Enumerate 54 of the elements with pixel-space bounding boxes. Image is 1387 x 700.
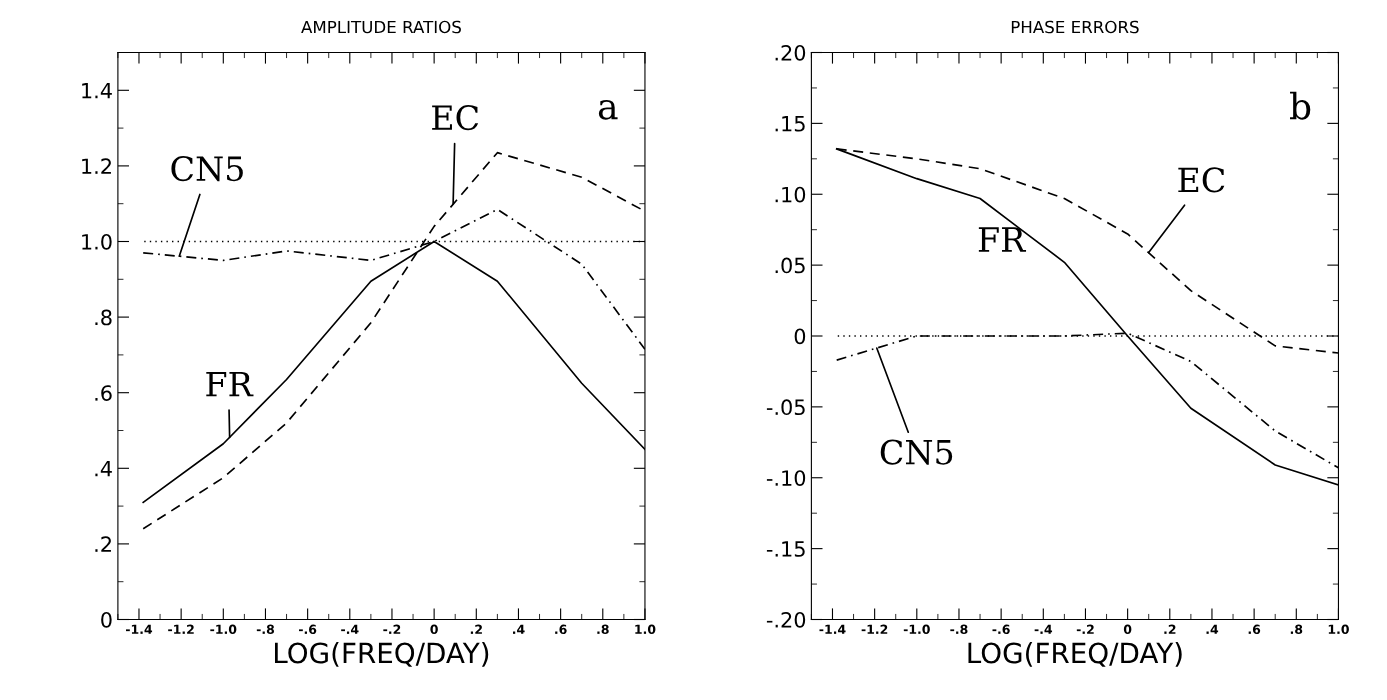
x-tick-label: .2 xyxy=(1164,624,1176,634)
series-label: EC xyxy=(1178,167,1225,193)
x-tick-label: .4 xyxy=(513,624,525,634)
y-tick-label: -.10 xyxy=(766,470,806,486)
x-tick-label: -1.0 xyxy=(903,624,930,635)
x-tick-label: -.4 xyxy=(341,624,359,634)
x-tick-label: -.6 xyxy=(992,624,1010,635)
x-tick-label: -.8 xyxy=(950,624,968,635)
text: CN5 xyxy=(880,439,953,465)
series-label: FR xyxy=(978,227,1027,252)
x-tick-label: 1.0 xyxy=(635,624,656,635)
x-tick-label: -1.0 xyxy=(210,624,237,635)
x-tick-label: -.2 xyxy=(383,624,401,634)
series-label: FR xyxy=(206,371,254,397)
y-tick-label: -.15 xyxy=(766,541,805,557)
y-tick-label: 1.4 xyxy=(82,83,112,99)
annotation: a xyxy=(598,99,618,120)
x-tick-label: -1.4 xyxy=(125,624,153,634)
series-label: EC xyxy=(432,105,479,131)
x-tick-label: .8 xyxy=(1290,624,1303,635)
x-axis-title: LOG(FREQ/DAY) xyxy=(968,642,1182,667)
x-tick-label: .6 xyxy=(1248,624,1261,635)
y-tick-label: -.20 xyxy=(766,611,806,628)
x-axis-title: LOG(FREQ/DAY) xyxy=(275,642,489,667)
x-tick-label: -1.2 xyxy=(168,624,194,634)
y-tick-label: .10 xyxy=(775,186,806,203)
y-tick-label: 1.2 xyxy=(82,158,111,174)
y-tick-label: .8 xyxy=(95,309,112,326)
y-tick-label: .4 xyxy=(95,461,112,477)
x-tick-label: -1.4 xyxy=(819,624,846,634)
y-tick-label: 1.0 xyxy=(82,233,112,250)
x-tick-label: -.8 xyxy=(256,624,275,635)
x-tick-label: -.4 xyxy=(1034,624,1053,634)
chart-title: PHASE ERRORS xyxy=(1011,20,1139,34)
x-tick-label: -1.2 xyxy=(861,624,888,634)
y-tick-label: .20 xyxy=(775,44,806,61)
y-tick-label: .05 xyxy=(775,257,805,274)
y-tick-label: .2 xyxy=(95,536,111,552)
y-tick-label: .6 xyxy=(95,385,112,401)
x-tick-label: -.2 xyxy=(1076,624,1094,634)
x-tick-label: .4 xyxy=(1206,624,1219,634)
annotation: b xyxy=(1290,91,1311,120)
y-tick-label: 0 xyxy=(794,328,806,345)
x-tick-label: 0 xyxy=(1123,624,1132,635)
x-tick-label: -.6 xyxy=(299,624,317,635)
x-tick-label: 1.0 xyxy=(1328,624,1349,635)
text: CN5 xyxy=(171,156,243,182)
x-tick-label: .8 xyxy=(597,624,609,635)
chart-title: AMPLITUDE RATIOS xyxy=(301,20,461,34)
x-tick-label: 0 xyxy=(430,624,438,635)
x-tick-label: .6 xyxy=(555,624,567,635)
y-tick-label: -.05 xyxy=(766,399,805,416)
x-tick-label: .2 xyxy=(470,624,482,634)
y-tick-label: .15 xyxy=(775,116,805,132)
